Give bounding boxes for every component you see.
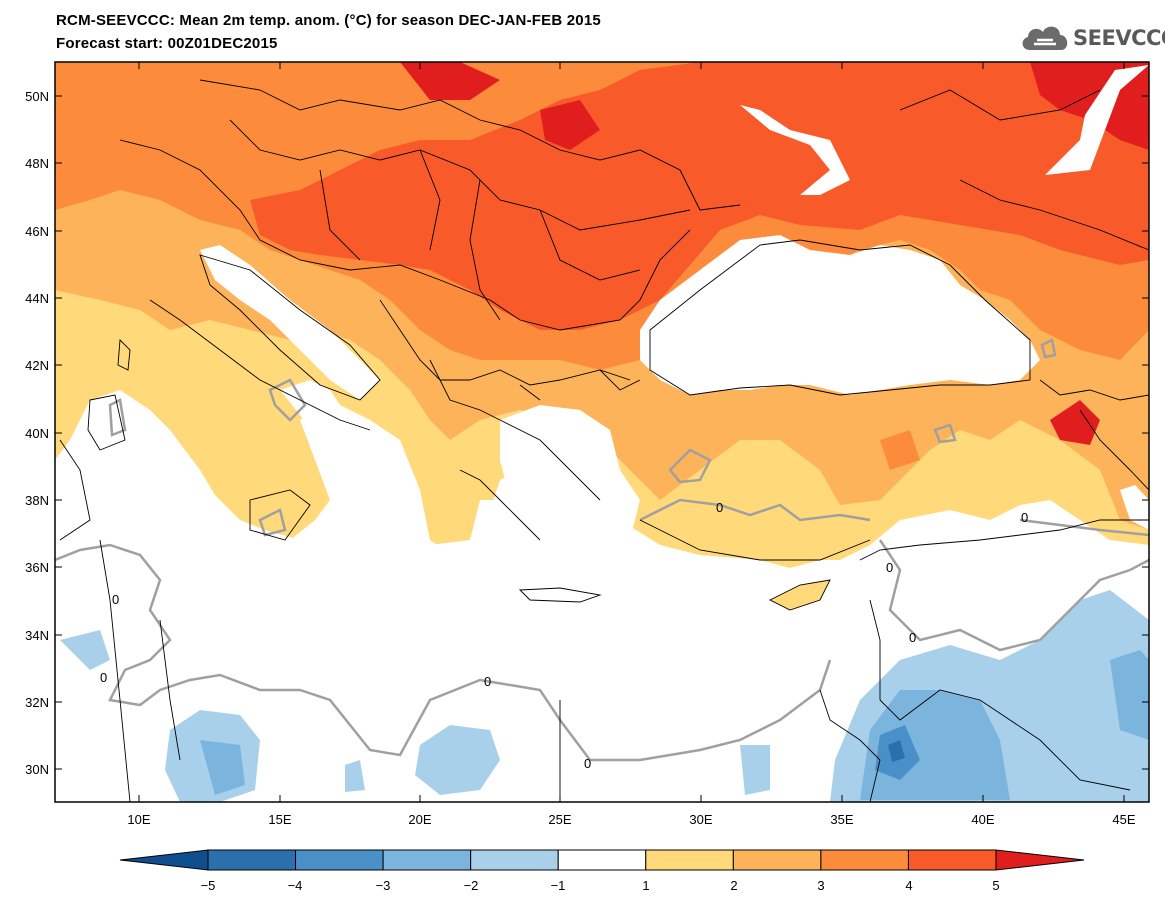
colorbar-tick-label: −2 xyxy=(464,878,479,893)
colorbar-swatch xyxy=(645,849,734,871)
lat-label: 32N xyxy=(25,695,49,710)
contour-label: 0 xyxy=(1021,510,1028,525)
lon-label: 20E xyxy=(408,812,431,827)
contour-label: 0 xyxy=(112,592,119,607)
colorbar-tick-label: −3 xyxy=(376,878,391,893)
lon-label: 25E xyxy=(548,812,571,827)
seevccc-logo: SEEVCCC xyxy=(1018,20,1165,56)
lat-label: 40N xyxy=(25,426,49,441)
zero-contours xyxy=(55,338,1149,762)
colorbar-arrow-high xyxy=(995,849,1085,871)
map-frame xyxy=(54,61,1150,803)
colorbar-arrow-low xyxy=(119,849,209,871)
contour-label: 0 xyxy=(100,670,107,685)
contour-label: 0 xyxy=(909,630,916,645)
lat-label: 48N xyxy=(25,156,49,171)
longitude-labels: 10E 15E 20E 25E 30E 35E 40E 45E xyxy=(127,812,1135,827)
colorbar-swatch xyxy=(907,849,997,871)
colorbar-tick-label: 4 xyxy=(905,878,912,893)
adriatic-sea xyxy=(200,245,380,400)
lat-label: 44N xyxy=(25,291,49,306)
logo-text: SEEVCCC xyxy=(1073,26,1165,50)
cloud-icon xyxy=(1022,26,1068,50)
contour-label: 0 xyxy=(484,674,491,689)
forecast-start-label: Forecast start: 00Z01DEC2015 xyxy=(56,35,278,52)
colorbar-swatch xyxy=(470,849,559,871)
colorbar xyxy=(119,849,1085,871)
colorbar-swatch xyxy=(820,849,909,871)
latitude-labels: 50N 48N 46N 44N 42N 40N 38N 36N 34N 32N … xyxy=(25,89,49,777)
lon-label: 45E xyxy=(1112,812,1135,827)
contour-label: 0 xyxy=(886,560,893,575)
colorbar-swatch xyxy=(295,849,384,871)
map-field: 0 0 0 0 0 0 0 0 xyxy=(55,62,1149,802)
lon-label: 10E xyxy=(127,812,150,827)
colorbar-swatch xyxy=(557,849,647,871)
lon-label: 30E xyxy=(689,812,712,827)
colorbar-tick-label: −1 xyxy=(551,878,566,893)
black-sea xyxy=(640,235,1040,395)
colorbar-swatch xyxy=(732,849,822,871)
colorbar-swatch xyxy=(382,849,472,871)
lat-label: 50N xyxy=(25,89,49,104)
aegean-sea xyxy=(500,405,640,560)
country-borders xyxy=(59,79,1149,802)
contour-label: 0 xyxy=(716,500,723,515)
lat-label: 30N xyxy=(25,762,49,777)
colorbar-swatch xyxy=(207,849,297,871)
lat-label: 34N xyxy=(25,628,49,643)
latitude-axis xyxy=(55,95,1149,770)
longitude-axis xyxy=(138,62,1125,802)
lon-label: 35E xyxy=(830,812,853,827)
colorbar-tick-label: −5 xyxy=(201,878,216,893)
colorbar-tick-label: 3 xyxy=(817,878,824,893)
lon-label: 15E xyxy=(268,812,291,827)
caspian-edge xyxy=(1120,485,1149,530)
lat-label: 46N xyxy=(25,224,49,239)
anomaly-region-above5 xyxy=(400,62,1149,445)
colorbar-tick-label: 1 xyxy=(642,878,649,893)
map-title: RCM-SEEVCCC: Mean 2m temp. anom. (°C) fo… xyxy=(56,12,601,29)
contour-zero-labels: 0 0 0 0 0 0 0 0 xyxy=(100,500,1028,771)
colorbar-tick-label: 5 xyxy=(992,878,999,893)
lon-label: 40E xyxy=(971,812,994,827)
colorbar-tick-label: −4 xyxy=(288,878,303,893)
lat-label: 36N xyxy=(25,560,49,575)
colorbar-labels: −5 −4 −3 −2 −1 1 2 3 4 5 xyxy=(201,878,1000,893)
lat-label: 38N xyxy=(25,493,49,508)
lat-label: 42N xyxy=(25,358,49,373)
mediterranean-sea xyxy=(55,380,870,740)
colorbar-tick-label: 2 xyxy=(730,878,737,893)
contour-label: 0 xyxy=(584,756,591,771)
